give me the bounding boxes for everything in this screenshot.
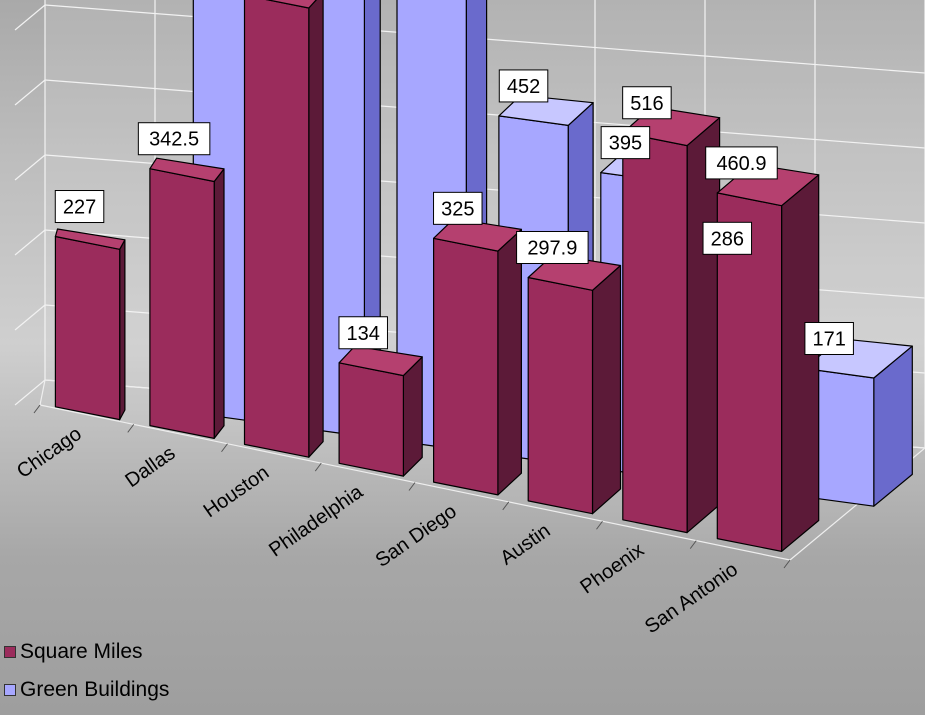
axis-tick <box>689 540 697 549</box>
gridline-side <box>14 229 46 256</box>
bar-square-miles-7-side <box>780 174 820 553</box>
legend-swatch-square-miles <box>4 646 16 658</box>
bar-square-miles-5-side <box>591 264 622 515</box>
bar-square-miles-1 <box>149 157 225 439</box>
chart-data-labels: 227754342.5745599648134452325395297.9286… <box>54 69 854 356</box>
chart-legend: Square Miles Green Buildings <box>4 640 169 715</box>
svg-text:227: 227 <box>63 197 96 219</box>
bar-square-miles-2-side <box>308 0 324 458</box>
gridline-side <box>14 154 46 181</box>
bar-square-miles-6-side <box>686 117 721 534</box>
data-label-square-miles-1: 342.5 <box>137 122 211 156</box>
gridline-side <box>14 79 46 106</box>
svg-text:452: 452 <box>507 76 540 98</box>
gridline-side <box>14 304 46 331</box>
axis-tick <box>408 482 416 491</box>
svg-text:134: 134 <box>347 323 380 345</box>
svg-text:325: 325 <box>441 198 474 220</box>
bar-square-miles-2 <box>243 0 324 458</box>
bar-square-miles-2-top <box>265 0 317 9</box>
bar-square-miles-5 <box>527 254 622 515</box>
category-label-3: Philadelphia <box>265 480 368 561</box>
bar-square-miles-2-front <box>243 0 310 458</box>
data-label-green-buildings-7: 171 <box>804 322 854 356</box>
category-label-5: Austin <box>496 520 554 570</box>
category-label-6: Phoenix <box>576 539 648 598</box>
data-label-square-miles-0: 227 <box>54 190 105 224</box>
bar-square-miles-3 <box>338 345 423 477</box>
axis-tick <box>33 404 41 414</box>
bar-square-miles-1-side <box>213 168 225 439</box>
data-label-green-buildings-5: 395 <box>600 126 651 160</box>
bar-square-miles-1-front <box>149 168 215 439</box>
legend-swatch-green-buildings <box>4 684 16 696</box>
svg-text:516: 516 <box>630 93 663 115</box>
bar-square-miles-3-top <box>338 345 423 377</box>
data-label-square-miles-7: 460.9 <box>705 146 778 180</box>
category-label-4: San Diego <box>372 500 461 572</box>
legend-item-green-buildings: Green Buildings <box>4 678 169 702</box>
legend-item-square-miles: Square Miles <box>4 640 169 664</box>
data-label-green-buildings-4: 452 <box>498 69 549 103</box>
bar-square-miles-0-top <box>54 228 126 250</box>
category-label-1: Dallas <box>121 442 179 492</box>
bar-square-miles-0-front <box>54 235 121 421</box>
bar-square-miles-4 <box>433 218 523 496</box>
legend-label-square-miles: Square Miles <box>20 640 143 663</box>
axis-tick <box>502 501 510 511</box>
bar-square-miles-3-side <box>402 356 423 477</box>
bar-square-miles-0 <box>54 228 126 421</box>
bar-square-miles-1-top <box>149 157 225 183</box>
axis-tick <box>127 424 135 433</box>
data-label-green-buildings-6: 286 <box>702 221 753 255</box>
bar-green-buildings-7 <box>803 338 913 507</box>
bar-square-miles-6-front <box>622 132 688 534</box>
legend-label-green-buildings: Green Buildings <box>20 678 170 701</box>
svg-text:171: 171 <box>812 329 845 351</box>
category-label-7: San Antonio <box>641 558 742 638</box>
bar-square-miles-4-top <box>433 218 523 252</box>
axis-tick <box>783 559 791 569</box>
svg-text:342.5: 342.5 <box>149 129 199 151</box>
data-label-square-miles-3: 134 <box>338 316 388 350</box>
svg-text:460.9: 460.9 <box>716 153 766 175</box>
bar-square-miles-5-front <box>527 276 594 515</box>
data-label-square-miles-6: 516 <box>622 86 672 120</box>
axis-tick <box>221 443 228 453</box>
axis-tick <box>596 520 603 530</box>
gridline-side <box>14 379 46 406</box>
axis-tick <box>314 462 322 472</box>
bar-square-miles-3-front <box>338 362 404 477</box>
data-label-square-miles-4: 325 <box>433 191 483 225</box>
category-label-0: Chicago <box>13 423 86 483</box>
svg-text:395: 395 <box>609 133 642 155</box>
category-label-2: Houston <box>200 462 274 523</box>
svg-text:297.9: 297.9 <box>527 237 577 259</box>
data-label-square-miles-5: 297.9 <box>516 230 589 264</box>
chart-bars <box>54 0 913 553</box>
bar-square-miles-0-side <box>119 239 126 421</box>
svg-text:286: 286 <box>711 228 744 250</box>
bar-square-miles-6 <box>622 106 721 534</box>
bar-square-miles-4-front <box>433 237 499 496</box>
gridline-side <box>14 4 46 31</box>
bar-square-miles-4-side <box>497 228 523 496</box>
